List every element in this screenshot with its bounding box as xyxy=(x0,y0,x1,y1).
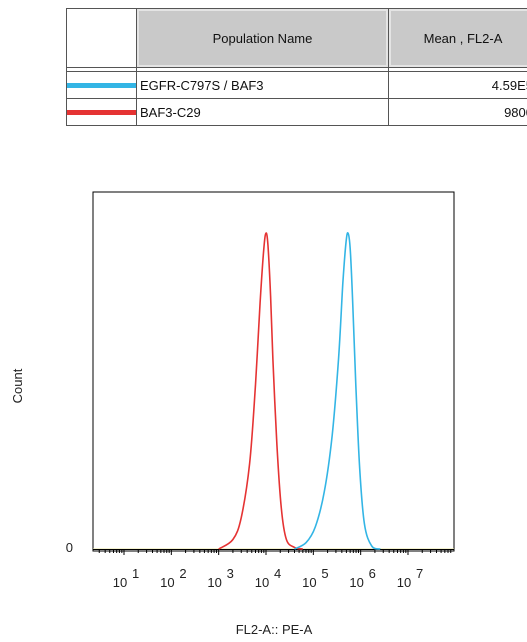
legend-mean-baf3: 9800 xyxy=(388,98,527,126)
x-axis-title: FL2-A:: PE-A xyxy=(236,622,313,637)
legend-name-baf3: BAF3-C29 xyxy=(136,98,389,126)
legend-header-blank xyxy=(66,8,137,68)
legend-header-population: Population Name xyxy=(136,8,389,68)
x-tick-label: 10 3 xyxy=(207,566,233,590)
x-tick-label-exponent: 6 xyxy=(369,566,376,581)
legend-row-baf3: BAF3-C29 9800 xyxy=(66,98,527,126)
x-tick-label-base: 10 xyxy=(349,575,363,590)
x-tick-label-base: 10 xyxy=(255,575,269,590)
y-tick-label-zero: 0 xyxy=(66,540,73,555)
x-tick-label-exponent: 2 xyxy=(179,566,186,581)
x-tick-label-exponent: 7 xyxy=(416,566,423,581)
x-axis-tick-labels: 10 1 10 2 10 3 10 4 10 5 10 6 10 7 xyxy=(113,566,423,590)
legend-swatch-egfr xyxy=(66,71,137,99)
x-tick-label-base: 10 xyxy=(113,575,127,590)
x-tick-label-base: 10 xyxy=(397,575,411,590)
x-tick-label: 10 4 xyxy=(255,566,281,590)
x-tick-label-base: 10 xyxy=(302,575,316,590)
legend-table: Population Name Mean , FL2-A EGFR-C797S … xyxy=(66,8,527,139)
series-line-baf3 xyxy=(218,232,303,550)
x-tick-label-base: 10 xyxy=(160,575,174,590)
x-tick-label-exponent: 3 xyxy=(227,566,234,581)
x-axis-ticks xyxy=(93,549,454,555)
x-tick-label: 10 1 xyxy=(113,566,139,590)
plot-frame xyxy=(92,191,455,552)
x-tick-label-exponent: 4 xyxy=(274,566,281,581)
x-tick-label-exponent: 1 xyxy=(132,566,139,581)
legend-mean-egfr: 4.59E5 xyxy=(388,71,527,99)
y-axis-title: Count xyxy=(10,368,25,403)
x-tick-label-base: 10 xyxy=(207,575,221,590)
legend-swatch-baf3 xyxy=(66,98,137,126)
x-tick-label: 10 6 xyxy=(349,566,375,590)
x-tick-label: 10 2 xyxy=(160,566,186,590)
series-line-egfr xyxy=(294,232,381,550)
legend-header-mean: Mean , FL2-A xyxy=(388,8,527,68)
x-tick-label-exponent: 5 xyxy=(321,566,328,581)
series-group xyxy=(218,232,381,550)
x-tick-label: 10 5 xyxy=(302,566,328,590)
x-tick-label: 10 7 xyxy=(397,566,423,590)
